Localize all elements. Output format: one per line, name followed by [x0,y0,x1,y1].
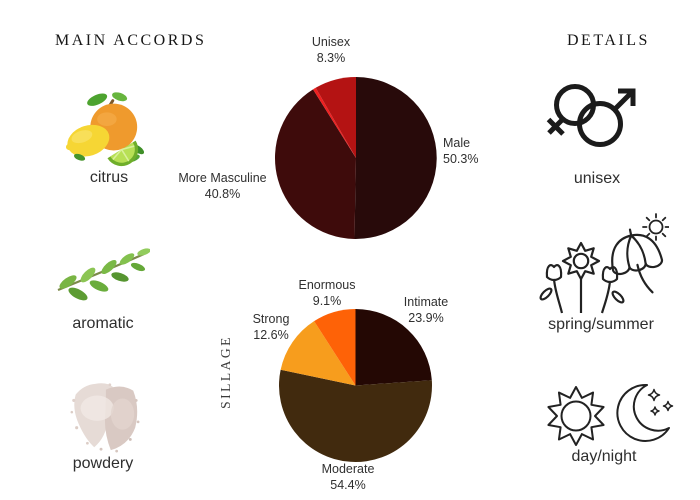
detail-label-spring-summer: spring/summer [548,316,654,333]
aromatic-image [57,248,150,301]
detail-label-unisex: unisex [573,170,621,187]
moderate-slice-label: Moderate 54.4% [321,462,375,493]
male-pie-slice [354,77,437,239]
main-accords-title: MAIN ACCORDS [55,32,207,49]
accord-label-citrus: citrus [89,169,129,186]
accord-label-powdery: powdery [72,455,134,472]
sillage-pie-chart [279,309,433,462]
gender-pie-chart [274,77,437,239]
moderate-pie-slice [279,369,433,462]
more-masculine-slice-label: More Masculine 40.8% [178,171,267,202]
citrus-image [65,92,144,167]
unisex-pie-slice [315,77,356,158]
strong-pie-slice [280,321,356,386]
unisex-slice-label: Unisex 8.3% [311,35,351,66]
male-slice-label: Male 50.3% [443,136,479,167]
intimate-pie-slice [355,309,432,386]
more-masculine-pie-slice [274,89,356,239]
flowers-umbrella-sun-icon [539,213,669,314]
intimate-slice-label: Intimate 23.9% [403,295,449,326]
details-title: DETAILS [567,32,650,49]
powdery-image [70,383,140,453]
enormous-pie-slice [314,309,356,386]
detail-label-day-night: day/night [571,448,637,465]
sun-moon-stars-icon [547,383,674,446]
unlabeled-pie-slice [313,87,356,158]
enormous-slice-label: Enormous 9.1% [298,278,356,309]
strong-slice-label: Strong 12.6% [252,312,290,343]
female-male-gender-icon [546,84,636,147]
accord-label-aromatic: aromatic [72,315,134,332]
